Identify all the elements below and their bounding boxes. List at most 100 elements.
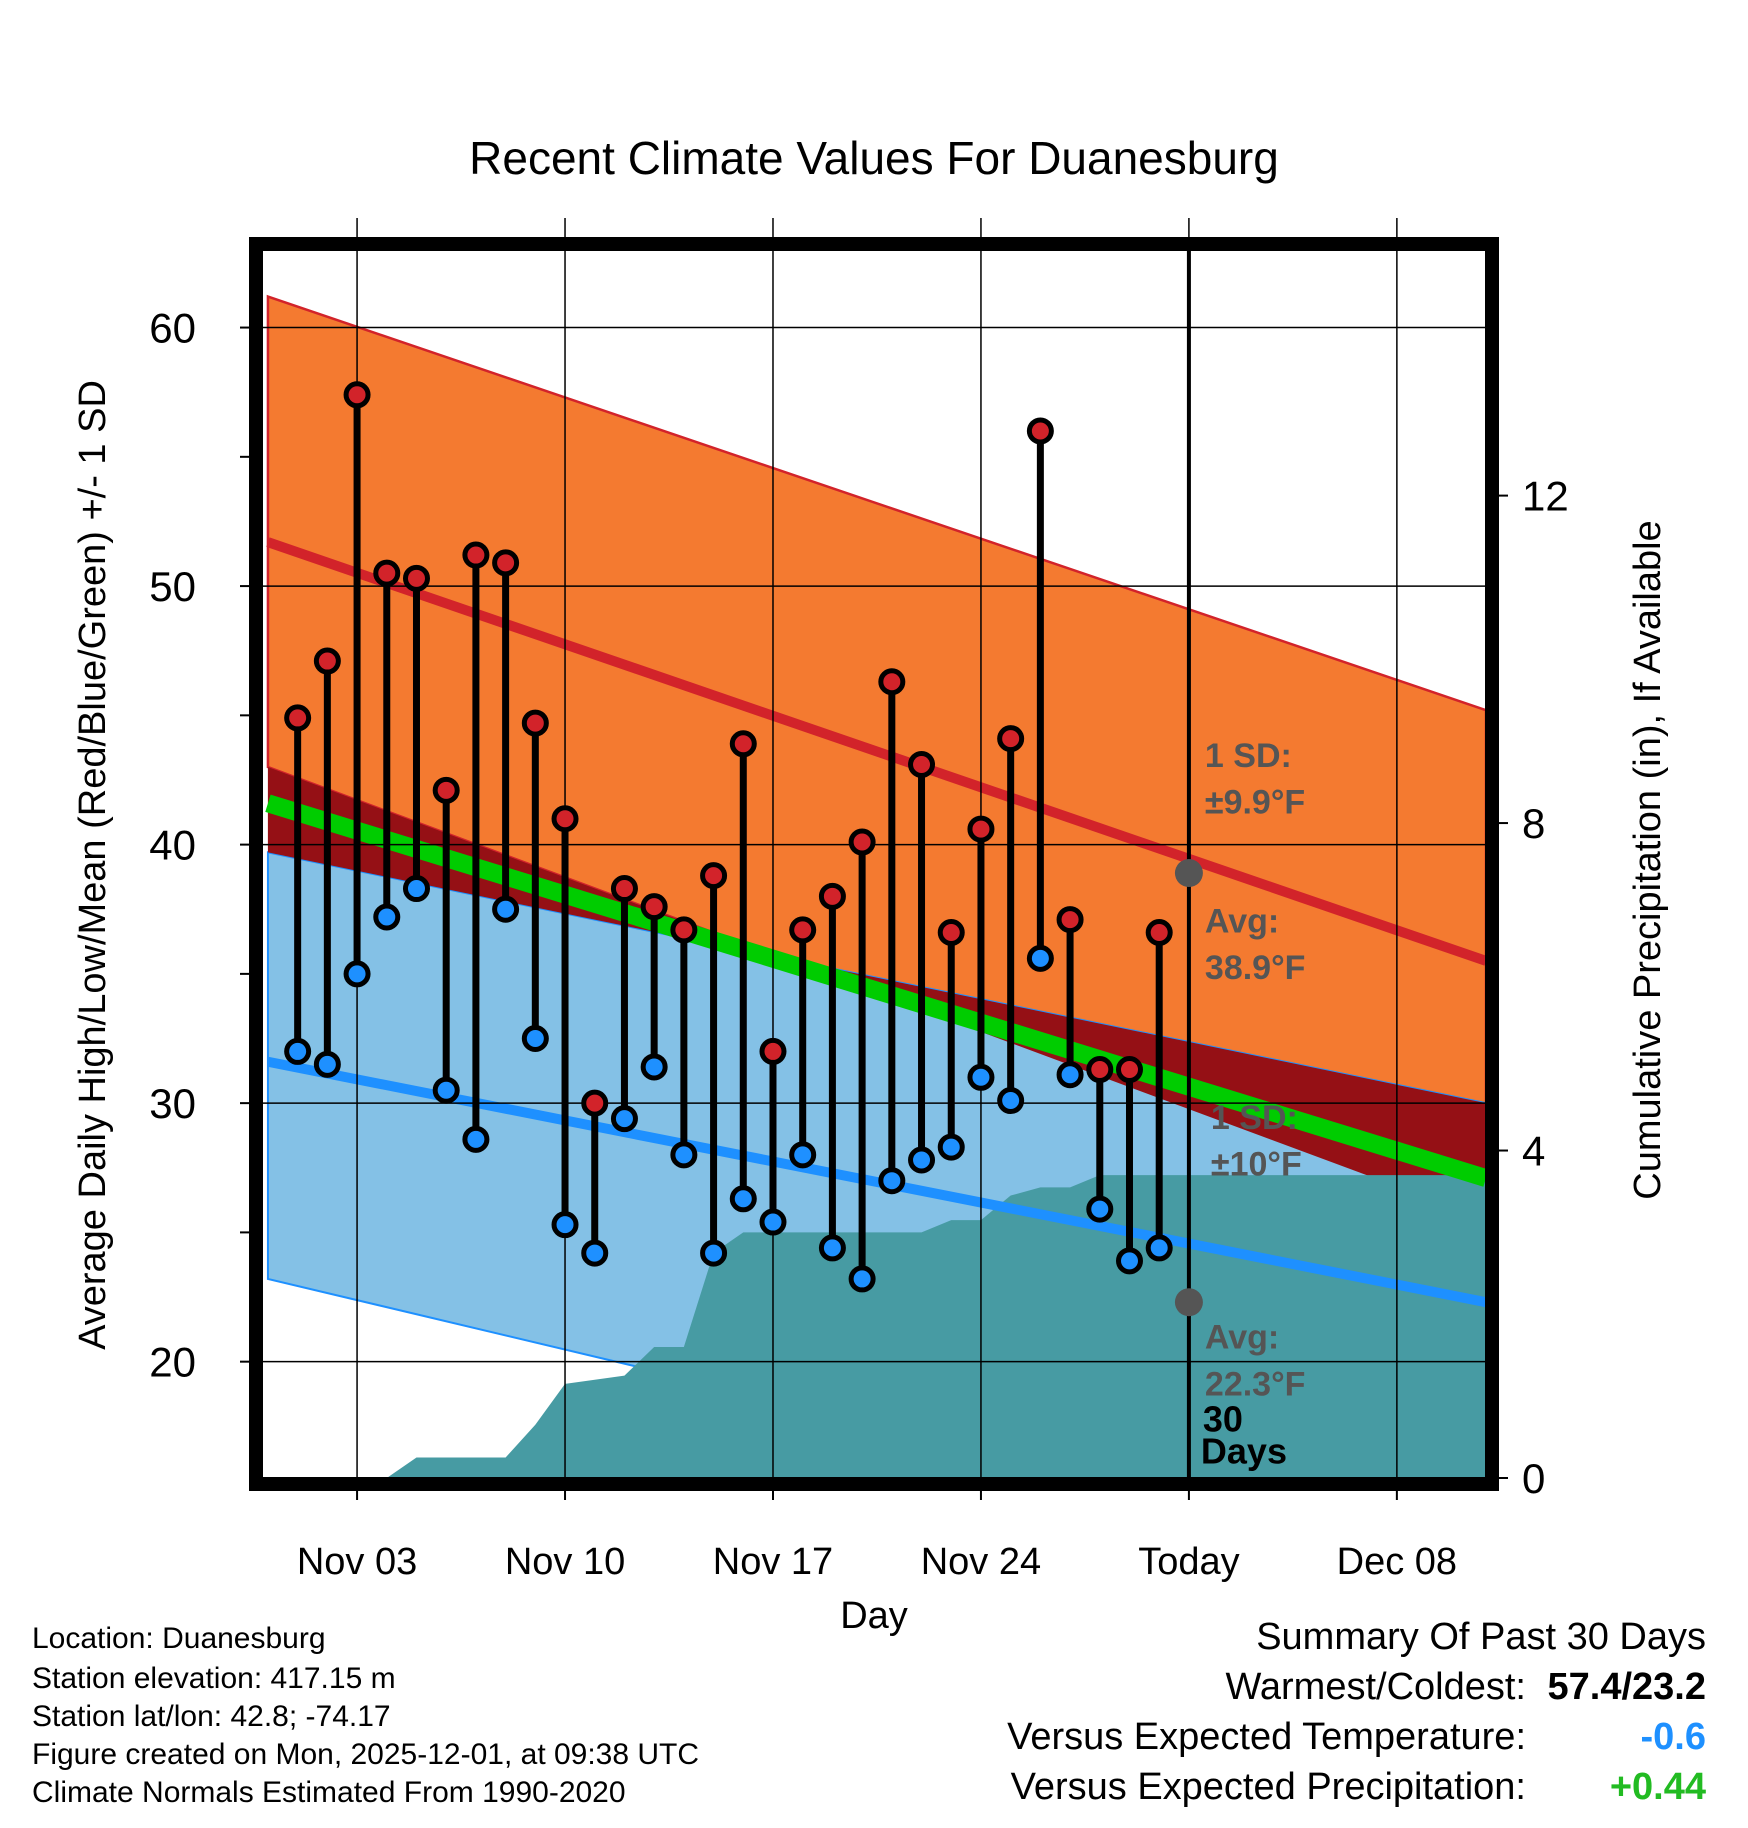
daily-low-point xyxy=(1115,1247,1143,1275)
daily-low-point xyxy=(1026,944,1054,972)
daily-high-point xyxy=(581,1089,609,1117)
daily-low-point xyxy=(967,1063,995,1091)
y2-tick-label: 8 xyxy=(1522,800,1545,847)
daily-low-point xyxy=(551,1211,579,1239)
y2-axis-label: Cumulative Precipitation (in), If Availa… xyxy=(1627,520,1669,1199)
daily-high-point xyxy=(1086,1056,1114,1084)
y-tick-label: 50 xyxy=(149,563,196,610)
footer-latlon: Station lat/lon: 42.8; -74.17 xyxy=(32,1700,391,1733)
daily-high-point xyxy=(551,805,579,833)
daily-low-point xyxy=(492,895,520,923)
daily-low-point xyxy=(284,1037,312,1065)
daily-low-point xyxy=(789,1141,817,1169)
high-avg-label: Avg: xyxy=(1205,903,1279,941)
high-sd-label: 1 SD: xyxy=(1205,737,1292,775)
precip-anomaly-value: +0.44 xyxy=(1609,1766,1706,1808)
window-days-label: 30 xyxy=(1203,1398,1243,1439)
daily-low-point xyxy=(1086,1195,1114,1223)
daily-low-point xyxy=(848,1265,876,1293)
daily-high-point xyxy=(700,862,728,890)
daily-low-point xyxy=(432,1076,460,1104)
daily-low-point xyxy=(521,1025,549,1053)
daily-high-point xyxy=(462,541,490,569)
low-avg-value: 22.3°F xyxy=(1205,1365,1306,1403)
x-tick-label: Nov 24 xyxy=(921,1541,1041,1583)
daily-low-point xyxy=(373,903,401,931)
daily-low-point xyxy=(700,1239,728,1267)
warm-cold-label: Warmest/Coldest: xyxy=(1225,1666,1526,1708)
y-axis-label: Average Daily High/Low/Mean (Red/Blue/Gr… xyxy=(72,380,114,1350)
daily-low-point xyxy=(462,1125,490,1153)
daily-low-point xyxy=(610,1105,638,1133)
daily-high-point xyxy=(432,776,460,804)
daily-high-point xyxy=(789,916,817,944)
x-tick-label: Nov 10 xyxy=(505,1541,625,1583)
daily-high-point xyxy=(284,704,312,732)
low-sd-label: 1 SD: xyxy=(1211,1099,1298,1137)
daily-low-point xyxy=(1145,1234,1173,1262)
daily-high-point xyxy=(610,875,638,903)
daily-low-point xyxy=(937,1133,965,1161)
daily-high-point xyxy=(521,709,549,737)
daily-low-point xyxy=(1056,1061,1084,1089)
y-tick-label: 60 xyxy=(149,305,196,352)
y-tick-label: 30 xyxy=(149,1080,196,1127)
x-tick-label: Today xyxy=(1138,1541,1239,1583)
daily-high-point xyxy=(759,1037,787,1065)
daily-low-point xyxy=(818,1234,846,1262)
daily-high-point xyxy=(848,828,876,856)
y2-tick-label: 0 xyxy=(1522,1455,1545,1502)
daily-high-point xyxy=(937,919,965,947)
daily-high-point xyxy=(997,725,1025,753)
precip-anomaly-label: Versus Expected Precipitation: xyxy=(1010,1766,1526,1808)
x-tick-label: Nov 03 xyxy=(297,1541,417,1583)
daily-high-point xyxy=(908,750,936,778)
daily-high-point xyxy=(1026,417,1054,445)
daily-high-point xyxy=(373,559,401,587)
daily-high-point xyxy=(967,815,995,843)
high-avg-value: 38.9°F xyxy=(1205,949,1306,987)
daily-low-point xyxy=(997,1087,1025,1115)
summary-warm-cold: Warmest/Coldest: 57.4/23.2 xyxy=(1225,1666,1706,1709)
daily-high-point xyxy=(818,882,846,910)
normal-high-line xyxy=(266,537,1486,966)
warm-cold-value: 57.4/23.2 xyxy=(1547,1666,1706,1708)
footer-elevation: Station elevation: 417.15 m xyxy=(32,1662,396,1695)
summary-precip: Versus Expected Precipitation: +0.44 xyxy=(1011,1766,1706,1809)
temp-anomaly-value: -0.6 xyxy=(1640,1716,1706,1758)
chart-title: Recent Climate Values For Duanesburg xyxy=(469,132,1279,184)
daily-low-point xyxy=(402,875,430,903)
daily-low-point xyxy=(313,1050,341,1078)
daily-low-point xyxy=(343,960,371,988)
low-avg-label: Avg: xyxy=(1205,1319,1279,1357)
daily-low-point xyxy=(908,1146,936,1174)
x-tick-label: Nov 17 xyxy=(713,1541,833,1583)
normal-mean-line xyxy=(265,794,1486,1187)
today-high-avg-marker xyxy=(1174,859,1203,888)
y-tick-label: 40 xyxy=(149,822,196,869)
daily-low-point xyxy=(670,1141,698,1169)
daily-high-point xyxy=(1115,1056,1143,1084)
daily-high-point xyxy=(640,893,668,921)
footer-created: Figure created on Mon, 2025-12-01, at 09… xyxy=(32,1738,700,1771)
daily-high-point xyxy=(1145,919,1173,947)
daily-high-point xyxy=(492,549,520,577)
low-sd-value: ±10°F xyxy=(1211,1146,1302,1184)
daily-low-point xyxy=(729,1185,757,1213)
y-tick-label: 20 xyxy=(149,1339,196,1386)
today-low-avg-marker xyxy=(1174,1288,1203,1317)
daily-high-point xyxy=(1056,906,1084,934)
high-sd-band xyxy=(266,294,1486,1221)
footer-normals: Climate Normals Estimated From 1990-2020 xyxy=(32,1776,626,1809)
window-unit-label: Days xyxy=(1201,1430,1287,1471)
temp-anomaly-label: Versus Expected Temperature: xyxy=(1007,1716,1526,1758)
x-axis-label: Day xyxy=(840,1595,908,1637)
daily-high-point xyxy=(313,647,341,675)
precip-area xyxy=(262,1175,1486,1478)
y2-tick-label: 4 xyxy=(1522,1128,1545,1175)
daily-low-point xyxy=(759,1208,787,1236)
high-sd-value: ±9.9°F xyxy=(1205,784,1305,822)
daily-high-point xyxy=(402,564,430,592)
daily-high-point xyxy=(670,916,698,944)
